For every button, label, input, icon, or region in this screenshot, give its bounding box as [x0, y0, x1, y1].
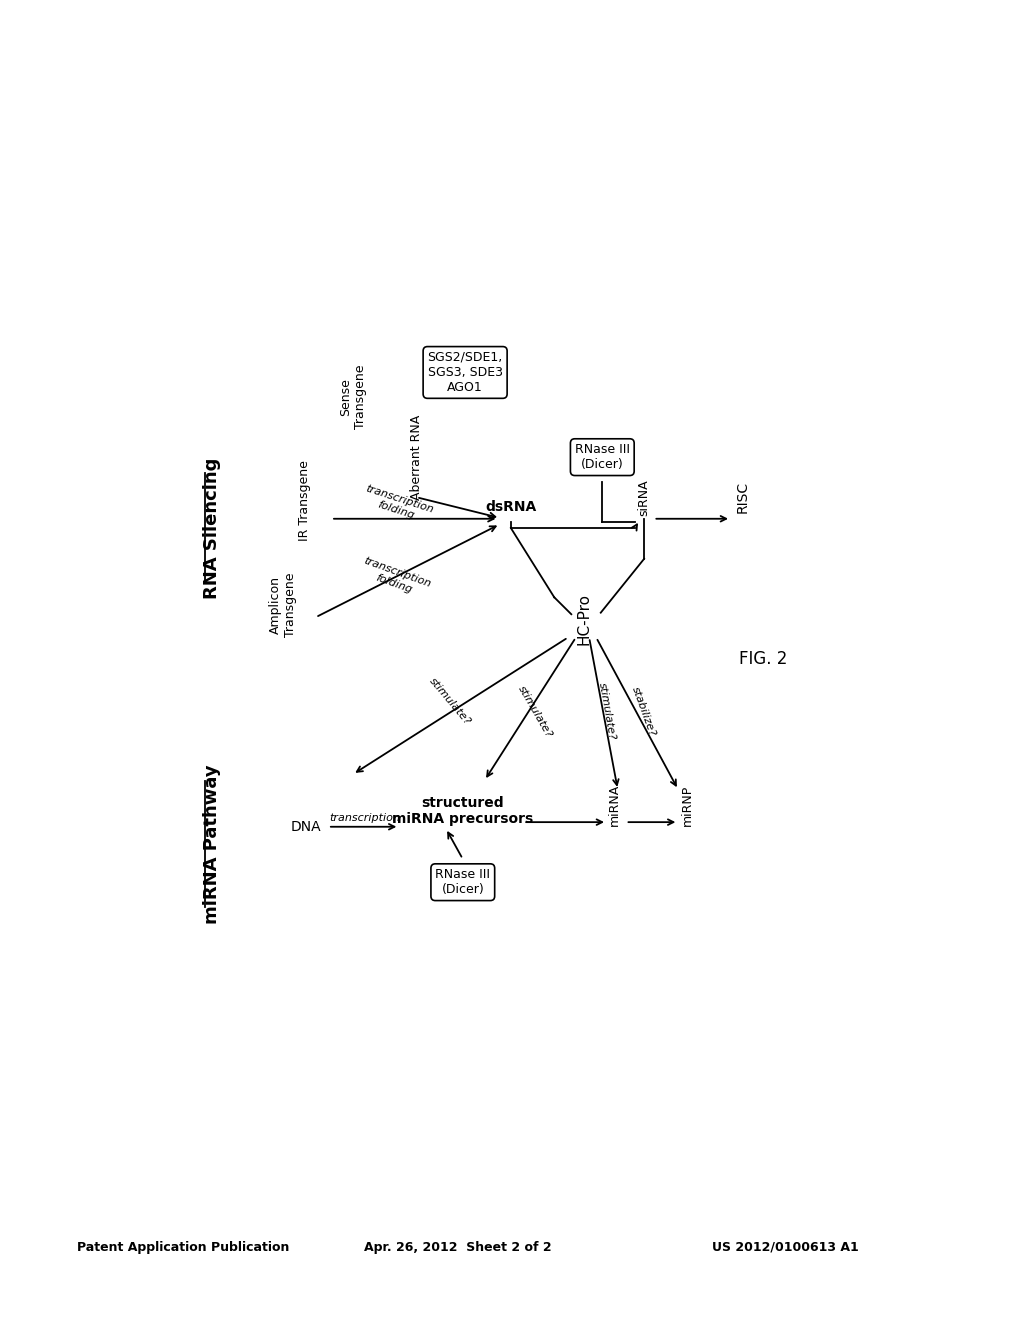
Text: stimulate?: stimulate?: [597, 681, 616, 741]
Text: RNase III
(Dicer): RNase III (Dicer): [435, 869, 490, 896]
Text: stimulate?: stimulate?: [516, 684, 554, 739]
Text: US 2012/0100613 A1: US 2012/0100613 A1: [712, 1241, 858, 1254]
Text: transcription: transcription: [329, 813, 399, 824]
Text: Apr. 26, 2012  Sheet 2 of 2: Apr. 26, 2012 Sheet 2 of 2: [364, 1241, 551, 1254]
Text: miRNP: miRNP: [681, 784, 694, 826]
Text: HC-Pro: HC-Pro: [577, 593, 591, 645]
Text: stimulate?: stimulate?: [427, 676, 472, 727]
Text: RNA Silencing: RNA Silencing: [203, 457, 221, 599]
Text: DNA: DNA: [291, 820, 322, 834]
Text: RNase III
(Dicer): RNase III (Dicer): [574, 444, 630, 471]
Text: Patent Application Publication: Patent Application Publication: [77, 1241, 289, 1254]
Text: FIG. 2: FIG. 2: [739, 649, 787, 668]
Text: miRNA Pathway: miRNA Pathway: [203, 764, 221, 924]
Text: IR Transgene: IR Transgene: [298, 461, 311, 541]
Text: Aberrant RNA: Aberrant RNA: [410, 414, 423, 500]
Text: Sense
Transgene: Sense Transgene: [339, 364, 367, 429]
Text: transcription
folding: transcription folding: [358, 556, 432, 601]
Text: siRNA: siRNA: [638, 479, 650, 516]
Text: miRNA: miRNA: [608, 784, 622, 826]
Text: structured
miRNA precursors: structured miRNA precursors: [392, 796, 534, 826]
Text: SGS2/SDE1,
SGS3, SDE3
AGO1: SGS2/SDE1, SGS3, SDE3 AGO1: [427, 351, 503, 393]
Text: transcription
folding: transcription folding: [360, 483, 435, 527]
Text: RISC: RISC: [735, 480, 750, 513]
Text: dsRNA: dsRNA: [485, 500, 537, 515]
Text: Amplicon
Transgene: Amplicon Transgene: [269, 573, 297, 638]
Text: stabilize?: stabilize?: [630, 685, 657, 738]
